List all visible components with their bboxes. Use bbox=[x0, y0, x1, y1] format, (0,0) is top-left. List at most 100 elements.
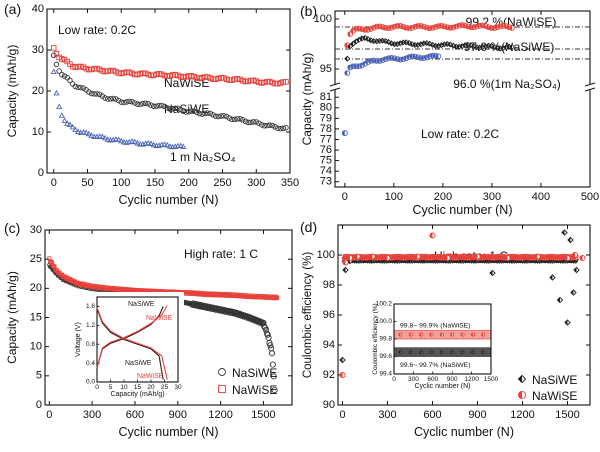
data-point bbox=[272, 124, 278, 130]
data-point bbox=[199, 111, 205, 117]
marker-triangle bbox=[69, 123, 76, 130]
marker-circle-half bbox=[354, 253, 358, 260]
data-point bbox=[99, 133, 106, 139]
marker-circle-half bbox=[356, 63, 360, 69]
y-tick-label: 78 bbox=[320, 123, 332, 135]
marker-circle-half bbox=[444, 24, 448, 30]
panel-c: 0 300 600 900 1200 1500051015202530(c)Cyclic … bbox=[4, 220, 293, 439]
data-point bbox=[112, 136, 119, 142]
marker-triangle bbox=[88, 132, 95, 138]
marker-circle bbox=[164, 105, 170, 111]
marker-diamond-half bbox=[450, 43, 454, 49]
marker-diamond-half bbox=[506, 44, 510, 50]
marker-triangle bbox=[64, 120, 71, 126]
data-point bbox=[196, 110, 203, 117]
data-point bbox=[379, 57, 386, 64]
marker-circle bbox=[275, 125, 281, 131]
data-point bbox=[354, 253, 361, 260]
data-point bbox=[267, 122, 273, 128]
marker-circle bbox=[280, 125, 287, 131]
marker-triangle bbox=[80, 129, 87, 135]
marker-triangle bbox=[161, 141, 168, 147]
data-point bbox=[75, 84, 81, 91]
marker-circle bbox=[215, 113, 222, 120]
axis-break-mark bbox=[329, 82, 341, 87]
y-tick-label: 5 bbox=[36, 370, 42, 382]
inset-data-point bbox=[449, 349, 455, 355]
marker-circle bbox=[221, 112, 227, 119]
marker-circle-half bbox=[579, 255, 583, 261]
panel-label: (d) bbox=[300, 219, 317, 235]
marker-circle-half bbox=[471, 24, 474, 30]
data-point bbox=[384, 254, 391, 262]
marker-circle bbox=[264, 331, 271, 338]
data-point bbox=[564, 254, 571, 262]
marker-circle bbox=[248, 119, 254, 126]
y-tick-label: 98 bbox=[323, 279, 335, 291]
marker-diamond-half bbox=[418, 41, 421, 47]
x-tick-label: 300 bbox=[378, 409, 396, 421]
data-point bbox=[53, 89, 60, 96]
marker-circle-half bbox=[471, 333, 473, 337]
marker-diamond-half bbox=[486, 43, 489, 49]
marker-circle bbox=[142, 100, 149, 106]
marker-circle-half bbox=[444, 255, 448, 261]
marker-circle bbox=[269, 122, 276, 129]
data-point bbox=[88, 132, 95, 138]
data-point bbox=[153, 103, 160, 109]
data-point bbox=[229, 116, 235, 123]
marker-triangle bbox=[56, 103, 63, 110]
marker-circle-half bbox=[564, 255, 568, 261]
marker-circle bbox=[194, 109, 200, 116]
y-axis-label: Capacity (mAh/g) bbox=[5, 45, 19, 138]
marker-circle bbox=[202, 110, 208, 117]
y-axis-label: Coulombic efficiency (%) bbox=[302, 252, 314, 379]
data-point bbox=[571, 251, 579, 259]
data-point bbox=[388, 40, 395, 47]
data-point bbox=[504, 254, 511, 262]
y-tick-label: 90 bbox=[323, 399, 335, 411]
marker-circle-half bbox=[406, 25, 410, 31]
data-point bbox=[283, 79, 289, 85]
y-tick-label: 20 bbox=[32, 85, 44, 97]
x-tick-label: 1500 bbox=[251, 409, 275, 421]
axes-frame bbox=[334, 10, 591, 188]
marker-circle bbox=[272, 124, 278, 130]
marker-circle bbox=[268, 345, 275, 352]
data-point bbox=[77, 84, 84, 91]
marker-circle-half bbox=[380, 24, 383, 30]
marker-diamond-half bbox=[436, 43, 439, 49]
inset-x-tick-label: 1500 bbox=[484, 376, 499, 383]
marker-diamond-half bbox=[430, 42, 433, 48]
data-point bbox=[115, 97, 122, 104]
data-point bbox=[564, 319, 571, 326]
marker-triangle bbox=[128, 138, 136, 144]
y-axis-label: Capacity (mAh/g) bbox=[300, 53, 314, 146]
marker-diamond-half bbox=[424, 40, 427, 46]
x-tick-label: 100 bbox=[112, 177, 130, 189]
marker-diamond-half bbox=[471, 43, 474, 49]
inset-y-tick-label: 99.8 bbox=[379, 336, 392, 343]
data-point bbox=[61, 117, 68, 123]
data-point bbox=[221, 112, 227, 119]
marker-circle-half bbox=[344, 70, 348, 76]
marker-circle-half bbox=[388, 55, 392, 61]
marker-circle-half bbox=[414, 253, 418, 260]
marker-circle bbox=[183, 109, 189, 115]
marker-circle-half bbox=[374, 24, 377, 30]
y-tick-label: 94 bbox=[323, 339, 335, 351]
inset-curve-NaWiSE-charge bbox=[96, 305, 168, 368]
marker-triangle bbox=[164, 141, 171, 148]
data-point bbox=[104, 96, 111, 102]
series-NaWiSE bbox=[339, 232, 586, 379]
data-point bbox=[218, 113, 224, 119]
marker-circle-half bbox=[369, 253, 373, 260]
data-point bbox=[474, 253, 481, 260]
data-point bbox=[271, 387, 278, 394]
y-tick-label: 20 bbox=[30, 282, 42, 294]
marker-circle-half bbox=[359, 26, 362, 32]
marker-diamond-half bbox=[474, 44, 477, 50]
marker-circle bbox=[72, 83, 79, 90]
marker-circle bbox=[237, 116, 243, 122]
marker-circle bbox=[115, 97, 122, 104]
